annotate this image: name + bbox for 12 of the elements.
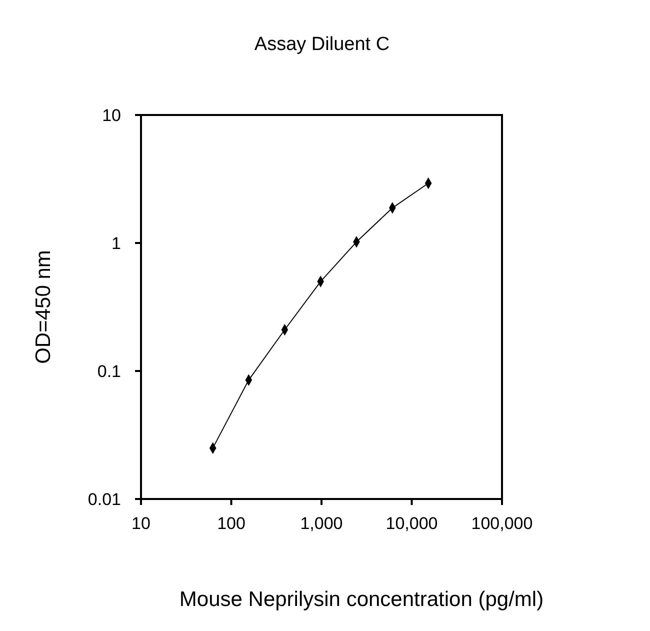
chart-title: Assay Diluent C: [254, 34, 390, 55]
y-tick-label: 10: [102, 106, 121, 125]
y-tick-label: 0.1: [97, 362, 121, 381]
x-tick-label: 10: [132, 514, 150, 533]
y-axis-title: OD=450 nm: [32, 250, 55, 364]
y-tick-label: 1: [112, 234, 121, 253]
x-tick-label: 100,000: [471, 514, 533, 533]
y-tick-label: 0.01: [88, 490, 121, 509]
x-tick-label: 10,000: [386, 514, 438, 533]
x-tick-label: 100: [217, 514, 246, 533]
x-tick-label: 1,000: [300, 514, 343, 533]
x-axis-title: Mouse Neprilysin concentration (pg/ml): [179, 588, 544, 611]
